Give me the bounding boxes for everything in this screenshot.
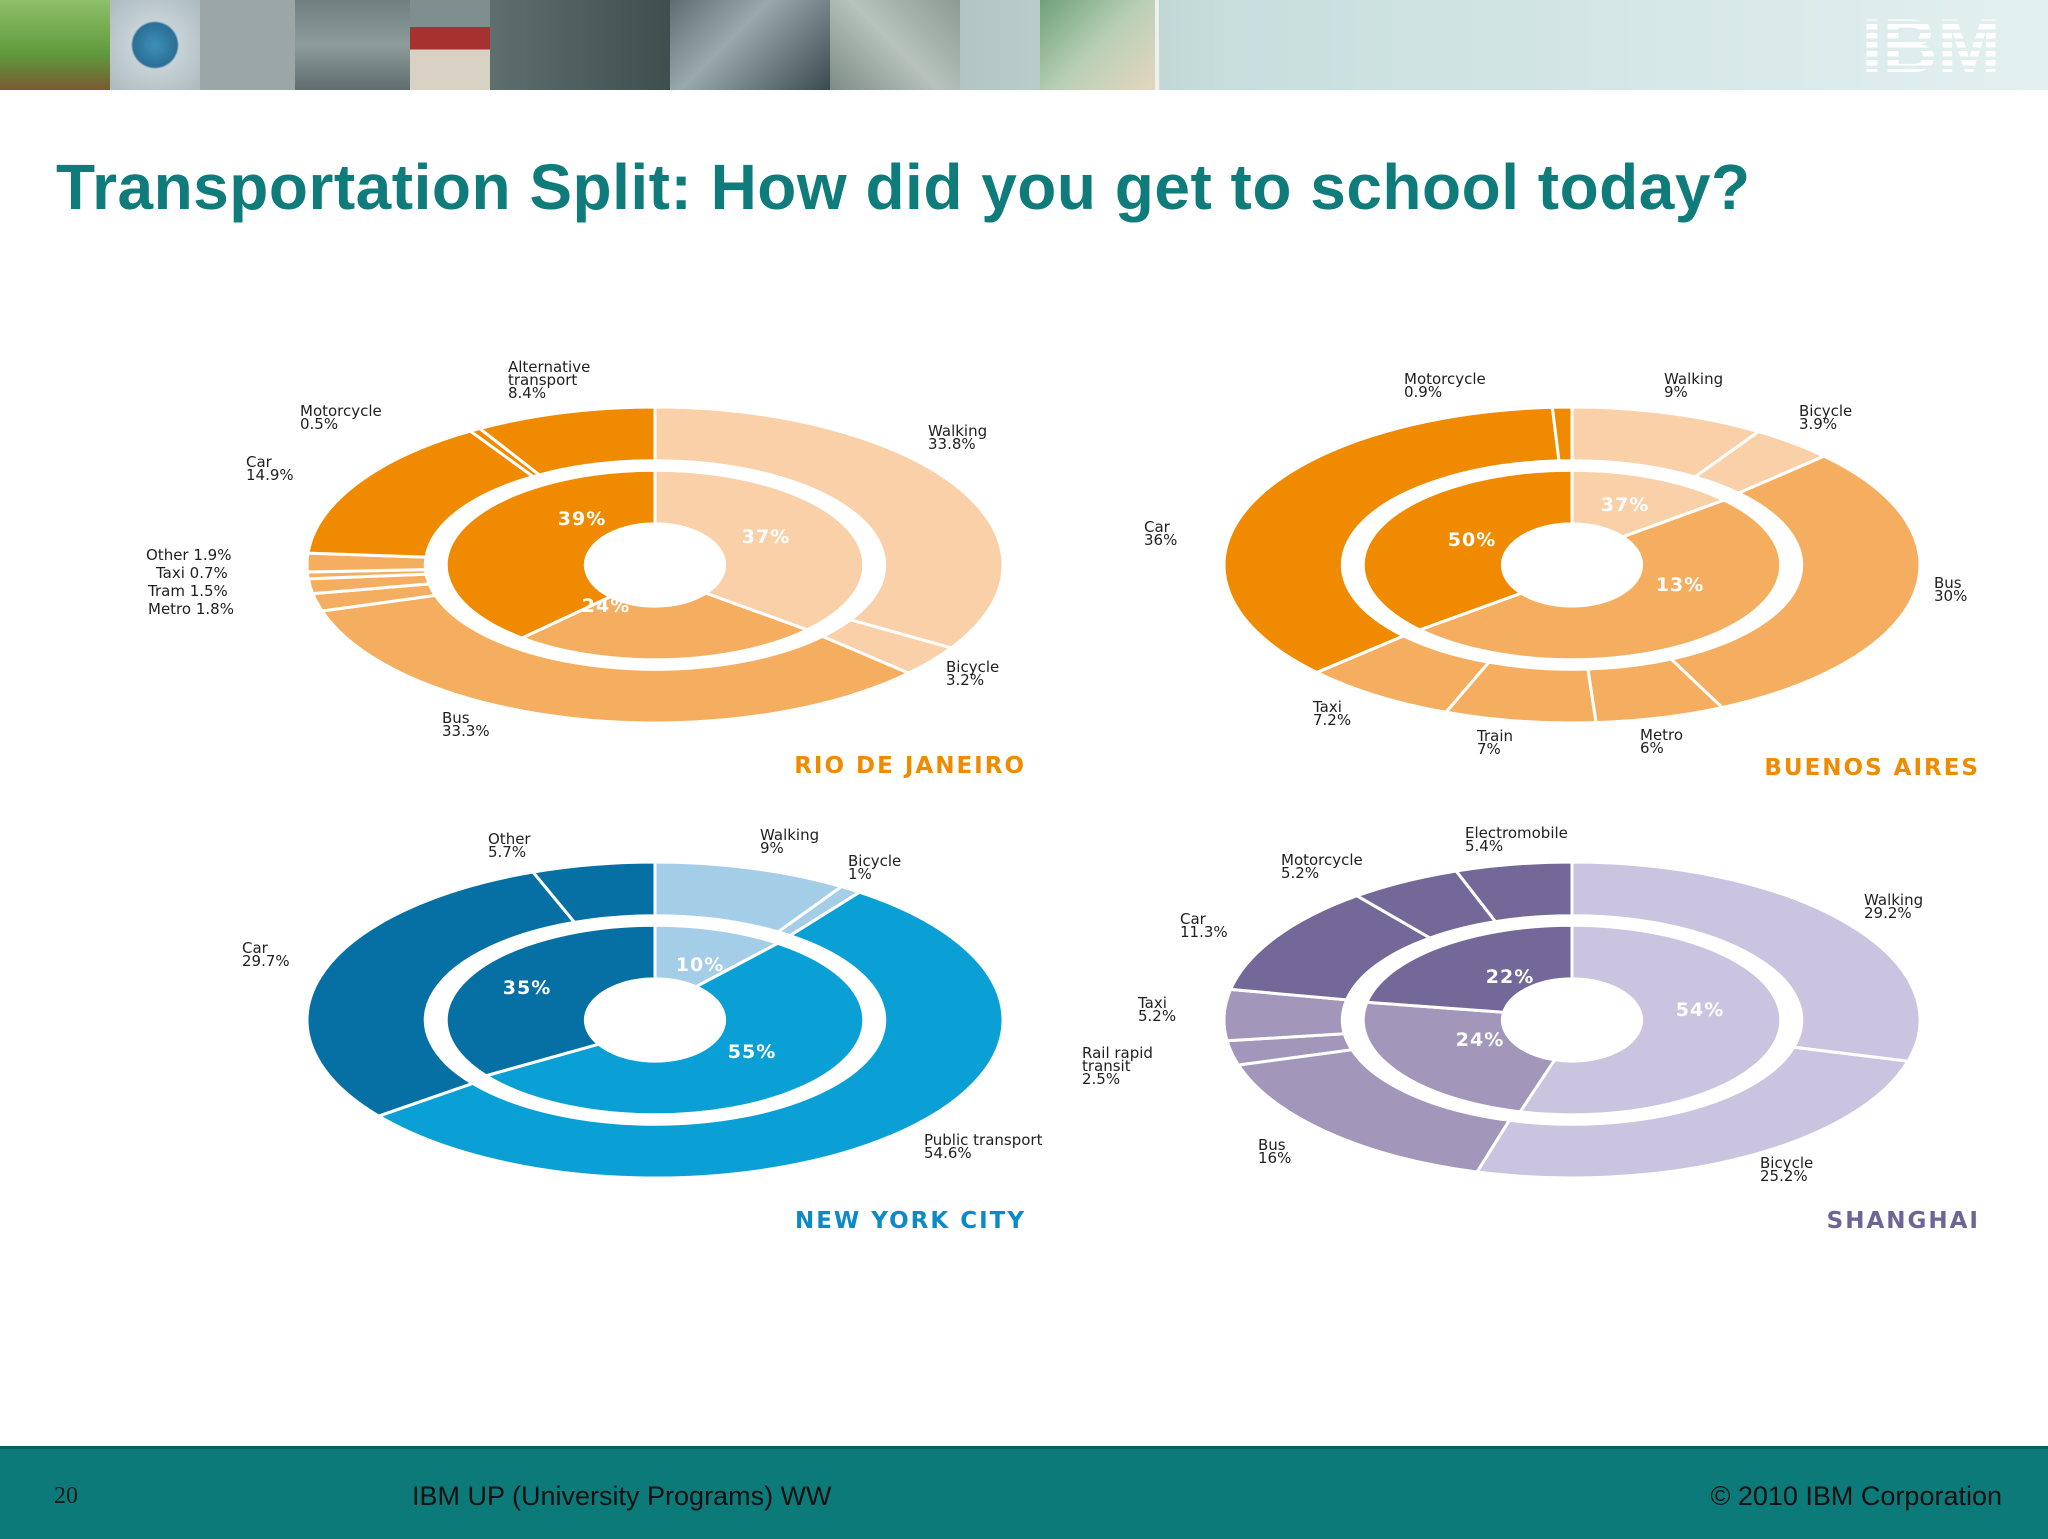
inner-label: 39% <box>558 508 606 530</box>
segment-label-bus: Bus 16% <box>1258 1136 1291 1167</box>
chart-title-new-york-city: NEW YORK CITY <box>795 1208 1026 1234</box>
banner-photo-panel <box>200 0 295 90</box>
segment-label-car: Car 11.3% <box>1180 910 1228 941</box>
segment-label-other: Other 5.7% <box>488 830 531 861</box>
header-banner: IBM <box>0 0 2048 90</box>
inner-segment-1 <box>1570 468 1729 539</box>
segment-label-public-transport: Public transport 54.6% <box>924 1131 1043 1162</box>
segment-label-car: Car 36% <box>1144 518 1177 549</box>
segment-label-bicycle: Bicycle 3.2% <box>946 658 999 689</box>
outer-segment-bus <box>1668 454 1922 710</box>
banner-photo-city <box>670 0 830 90</box>
segment-label-car: Car 29.7% <box>242 939 290 970</box>
segment-label-electromobile: Electromobile 5.4% <box>1465 824 1568 855</box>
segment-label-bicycle: Bicycle 25.2% <box>1760 1154 1813 1185</box>
banner-photo-globe <box>110 0 200 90</box>
donut-rio-de-janeiro: 37% 24% 39% Walking 33.8% Bicycle 3.2% Bus 33.3%… <box>146 358 1026 779</box>
banner-photo-house <box>410 0 490 90</box>
chart-title-rio-de-janeiro: RIO DE JANEIRO <box>794 753 1026 779</box>
inner-label: 54% <box>1676 999 1724 1021</box>
segment-label-bus: Bus 33.3% <box>442 709 490 740</box>
segment-label-alternative-transport: Alternative transport 8.4% <box>508 358 590 402</box>
inner-label: 37% <box>1601 494 1649 516</box>
donut-hole <box>1502 978 1642 1062</box>
segment-label-taxi: Taxi 5.2% <box>1137 994 1176 1025</box>
inner-label: 22% <box>1486 966 1534 988</box>
banner-photo-device <box>295 0 410 90</box>
segment-label-car: Car 14.9% <box>246 453 294 484</box>
segment-label-other: Other 1.9% <box>146 546 231 564</box>
inner-label: 13% <box>1656 574 1704 596</box>
segment-label-metro: Metro 1.8% <box>148 600 234 618</box>
inner-label: 37% <box>742 526 790 548</box>
ibm-logo: IBM <box>1861 6 2000 78</box>
segment-label-metro: Metro 6% <box>1640 726 1683 757</box>
donut-hole <box>1502 523 1642 607</box>
segment-label-walking: Walking 9% <box>760 826 819 857</box>
segment-label-walking: Walking 33.8% <box>928 422 987 453</box>
segment-label-tram: Tram 1.5% <box>147 582 228 600</box>
banner-photo-hand <box>1040 0 1160 90</box>
segment-label-walking: Walking 29.2% <box>1864 891 1923 922</box>
svg-text:IBM: IBM <box>1861 6 2000 78</box>
segment-label-train: Train 7% <box>1476 727 1513 758</box>
segment-label-taxi: Taxi 7.2% <box>1312 698 1351 729</box>
segment-label-rail-rapid-transit: Rail rapid transit 2.5% <box>1082 1044 1153 1088</box>
banner-photo-dark <box>490 0 670 90</box>
segment-label-bus: Bus 30% <box>1934 574 1967 605</box>
page-number: 20 <box>54 1483 78 1509</box>
segment-label-motorcycle: Motorcycle 0.5% <box>300 402 382 433</box>
inner-label: 10% <box>676 954 724 976</box>
inner-label: 35% <box>503 977 551 999</box>
slide-title: Transportation Split: How did you get to… <box>56 151 1751 223</box>
donut-hole <box>585 978 725 1062</box>
inner-label: 55% <box>728 1041 776 1063</box>
donut-new-york-city: 10% 55% 35% Walking 9% Bicycle 1% Public transp… <box>242 826 1043 1234</box>
footer-copyright: © 2010 IBM Corporation <box>1710 1481 2002 1511</box>
footer-bar: 20 IBM UP (University Programs) WW © 201… <box>0 1446 2048 1539</box>
segment-label-motorcycle: Motorcycle 0.9% <box>1404 370 1486 401</box>
inner-label: 24% <box>582 595 630 617</box>
segment-label-taxi: Taxi 0.7% <box>155 564 228 582</box>
inner-label: 50% <box>1448 529 1496 551</box>
segment-label-bicycle: Bicycle 1% <box>848 852 901 883</box>
banner-photo-tree <box>0 0 110 90</box>
donut-shanghai: 54% 24% 22% Walking 29.2% Bicycle 25.2% Bus 16% R… <box>1082 824 1980 1234</box>
segment-label-walking: Walking 9% <box>1664 370 1723 401</box>
segment-label-bicycle: Bicycle 3.9% <box>1799 402 1852 433</box>
chart-title-buenos-aires: BUENOS AIRES <box>1764 755 1980 781</box>
footer-program: IBM UP (University Programs) WW <box>412 1481 832 1511</box>
donut-hole <box>585 523 725 607</box>
segment-label-motorcycle: Motorcycle 5.2% <box>1281 851 1363 882</box>
chart-title-shanghai: SHANGHAI <box>1827 1208 1980 1234</box>
banner-photo-aerial <box>830 0 960 90</box>
inner-label: 24% <box>1456 1029 1504 1051</box>
banner-divider <box>1155 0 1159 90</box>
donut-buenos-aires: 13% 50% 37% Walking 9% Bicycle 3.9% Bus 30% Metro… <box>1144 370 1980 781</box>
